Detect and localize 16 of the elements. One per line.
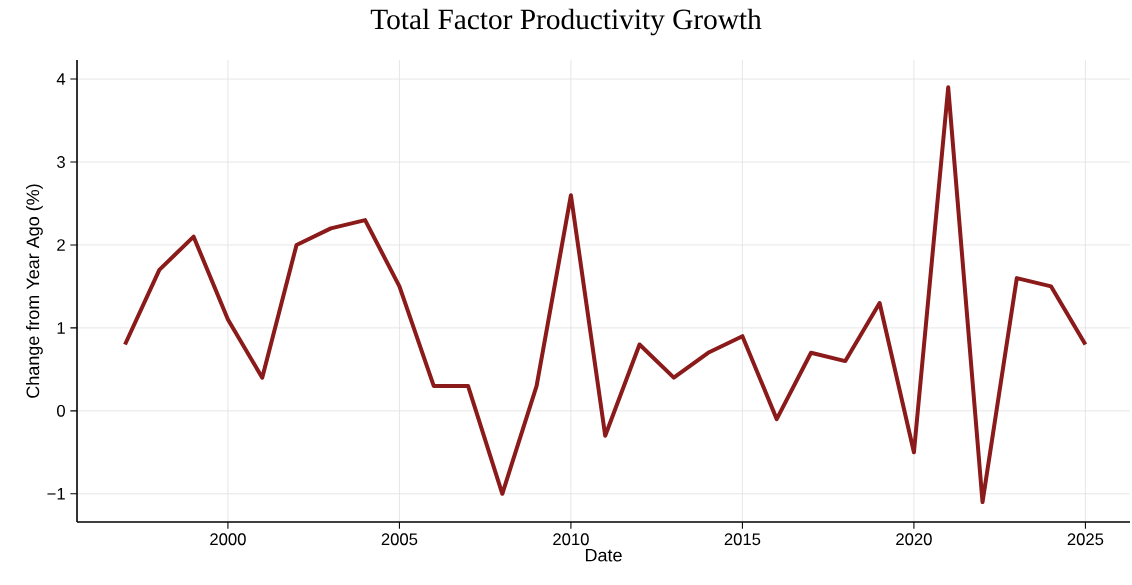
x-tick-label: 2020 — [896, 533, 932, 546]
y-axis-title: Change from Year Ago (%) — [26, 184, 43, 398]
x-tick-label: 2000 — [210, 533, 246, 546]
x-tick-label: 2005 — [381, 533, 418, 546]
y-tick-label: 4 — [56, 73, 66, 85]
y-tick-label: 0 — [57, 404, 65, 417]
y-tick-label: 3 — [57, 156, 65, 168]
y-tick-label: −1 — [47, 488, 65, 500]
y-tick-label: 2 — [57, 239, 65, 251]
line-series — [123, 85, 1088, 505]
y-tick-label: 1 — [57, 322, 65, 334]
chart-title: Total Factor Productivity Growth — [370, 8, 762, 36]
x-tick-label: 2010 — [553, 533, 589, 546]
x-tick-label: 2015 — [724, 533, 761, 546]
x-tick-label: 2025 — [1067, 533, 1104, 546]
x-axis-title: Date — [585, 548, 622, 562]
